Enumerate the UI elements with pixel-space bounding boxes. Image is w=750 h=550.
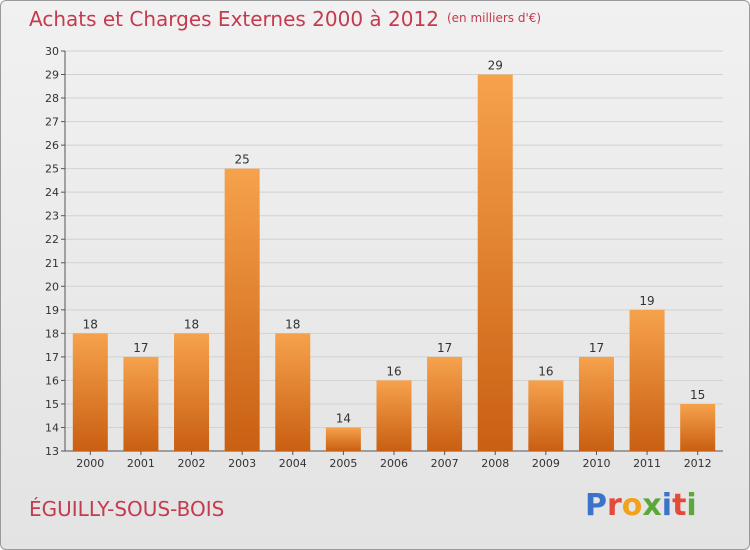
- bar: [224, 168, 260, 451]
- bar: [427, 356, 463, 451]
- bar-value-label: 19: [639, 294, 654, 308]
- y-tick-label: 29: [45, 69, 59, 82]
- y-tick-label: 15: [45, 398, 59, 411]
- logo-letter: P: [585, 488, 607, 523]
- bar: [376, 380, 412, 451]
- bar: [680, 403, 716, 451]
- x-tick-label: 2001: [127, 457, 155, 470]
- logo-letter: r: [607, 488, 622, 523]
- logo-letter: i: [661, 488, 673, 523]
- bar-value-label: 17: [589, 341, 604, 355]
- proxiti-logo[interactable]: Proxiti: [585, 488, 697, 523]
- bar: [325, 427, 361, 451]
- bar-value-label: 18: [83, 317, 98, 331]
- bar-value-label: 18: [285, 317, 300, 331]
- y-tick-label: 23: [45, 210, 59, 223]
- bar-value-label: 25: [235, 153, 250, 167]
- logo-letter: x: [642, 488, 662, 523]
- chart-title: Achats et Charges Externes 2000 à 2012 (e…: [29, 7, 541, 31]
- y-tick-label: 28: [45, 92, 59, 105]
- logo-letter: o: [621, 488, 643, 523]
- bar-value-label: 29: [488, 59, 503, 73]
- y-tick-label: 22: [45, 233, 59, 246]
- x-tick-label: 2007: [431, 457, 459, 470]
- bar: [123, 356, 159, 451]
- bar: [174, 333, 210, 451]
- bar-value-label: 17: [133, 341, 148, 355]
- y-tick-label: 30: [45, 45, 59, 58]
- y-tick-label: 24: [45, 186, 59, 199]
- y-tick-label: 17: [45, 351, 59, 364]
- x-tick-label: 2010: [582, 457, 610, 470]
- commune-name: ÉGUILLY-SOUS-BOIS: [29, 497, 225, 521]
- x-tick-label: 2011: [633, 457, 661, 470]
- x-tick-label: 2002: [178, 457, 206, 470]
- logo-letter: i: [686, 488, 697, 523]
- bar-value-label: 17: [437, 341, 452, 355]
- x-tick-label: 2004: [279, 457, 307, 470]
- x-tick-label: 2005: [329, 457, 357, 470]
- y-tick-label: 26: [45, 139, 59, 152]
- chart-subtitle: (en milliers d'€): [446, 11, 542, 25]
- y-tick-label: 14: [45, 421, 59, 434]
- y-tick-label: 18: [45, 327, 59, 340]
- chart-title-text: Achats et Charges Externes 2000 à 2012: [29, 7, 439, 31]
- logo-letter: t: [672, 488, 687, 523]
- labels: 13 14 15 16 17 18 19 20 21 22 23 24 25 26 27 28 29 30 18 20…: [45, 45, 712, 470]
- bar-value-label: 18: [184, 317, 199, 331]
- bar: [275, 333, 311, 451]
- y-tick-label: 19: [45, 304, 59, 317]
- bar-value-label: 16: [386, 364, 401, 378]
- bar: [578, 356, 614, 451]
- x-tick-label: 2009: [532, 457, 560, 470]
- x-tick-label: 2006: [380, 457, 408, 470]
- x-tick-label: 2000: [76, 457, 104, 470]
- bar-value-label: 16: [538, 364, 553, 378]
- bar-value-label: 15: [690, 388, 705, 402]
- y-tick-label: 27: [45, 116, 59, 129]
- y-tick-label: 25: [45, 163, 59, 176]
- bars: [72, 74, 716, 451]
- x-tick-label: 2012: [684, 457, 712, 470]
- x-tick-label: 2008: [481, 457, 509, 470]
- bar: [528, 380, 564, 451]
- y-tick-label: 13: [45, 445, 59, 458]
- bar: [629, 309, 665, 451]
- x-tick-label: 2003: [228, 457, 256, 470]
- y-tick-label: 21: [45, 257, 59, 270]
- bar: [72, 333, 108, 451]
- y-tick-label: 20: [45, 280, 59, 293]
- y-tick-label: 16: [45, 374, 59, 387]
- bar: [477, 74, 513, 451]
- bar-value-label: 14: [336, 411, 351, 425]
